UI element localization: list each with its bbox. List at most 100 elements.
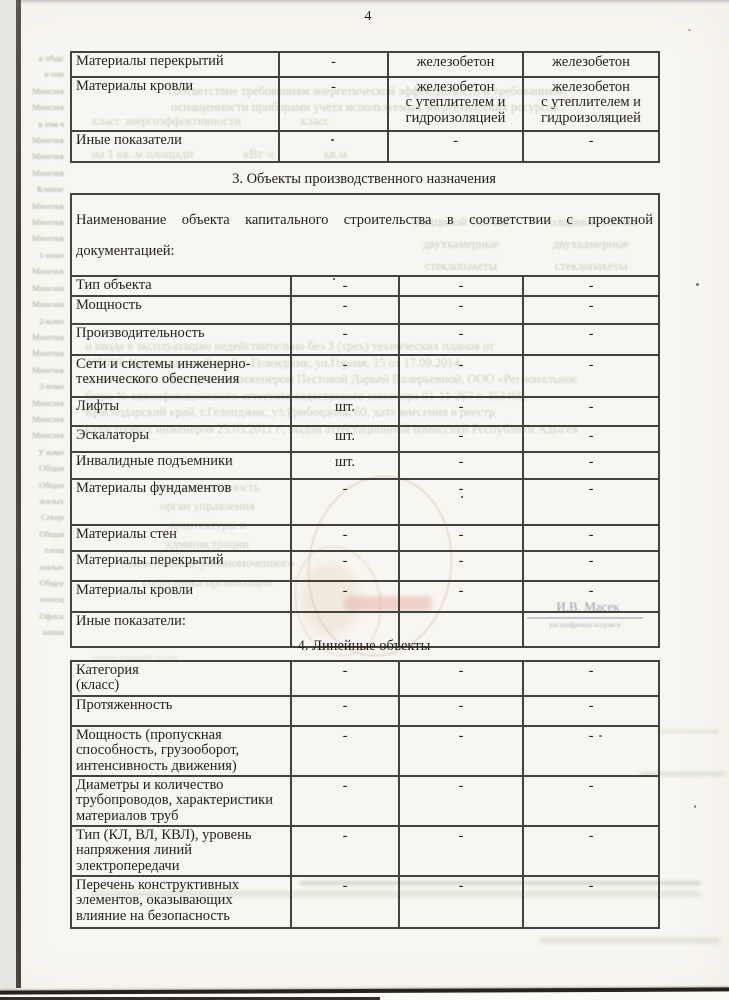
row-label: Мощность (пропускная способность, грузоо… [70,725,292,777]
row-value: - [290,660,400,697]
row-label: Инвалидные подъемники [70,450,292,480]
table-row: Мощность - - - [70,294,660,325]
row-value: - [398,322,524,356]
row-value: - [398,549,524,582]
scan-bottom-edge-2 [0,997,380,1000]
section-4-table: Категория (класс) - - - Протяженность - … [70,660,660,929]
row-label: Мощность [70,294,292,325]
row-value: - [290,523,400,552]
scan-speck [688,29,691,31]
row-label: Иные показатели: [70,610,292,648]
row-value: - [290,579,400,613]
row-value: - [522,875,660,929]
row-value: - [522,775,660,827]
row-label: Лифты [70,395,292,427]
scan-binding-line [16,0,21,988]
table-row: Материалы стен - - - [70,523,660,552]
row-value: - [290,725,400,777]
table-row: Мощность (пропускная способность, грузоо… [70,725,660,777]
row-value: - [278,76,389,132]
scan-bottom-paper [0,992,729,1000]
scan-speck [599,735,602,737]
row-label: Материалы перекрытий [70,51,280,78]
table-row: Материалы перекрытий - - - [70,549,660,582]
row-value: - [522,725,660,777]
row-label: Производительность [70,322,292,356]
row-value: железобетон [522,51,660,78]
row-label: Иные показатели [70,130,280,163]
row-value: - [522,825,660,877]
table-row: Производительность - - - [70,322,660,356]
row-value: - [522,477,660,526]
row-label: Перечень конструктивных элементов, оказы… [70,875,292,929]
row-value: - [522,523,660,552]
section-3-title: 3. Объекты производственного назначения [232,171,496,187]
row-value: - [398,523,524,552]
row-value: шт. [290,424,400,453]
row-label: Материалы перекрытий [70,549,292,582]
row-value: - [290,322,400,356]
row-value: - [290,825,400,877]
table-row: Лифты шт. - - [70,395,660,427]
row-value: - [522,695,660,727]
row-value: - [522,294,660,325]
scan-left-strip [0,0,17,1000]
row-value: - [522,579,660,613]
row-value: - [387,130,524,163]
row-label: Материалы стен [70,523,292,552]
row-value: - [522,274,660,297]
scan-speck [461,496,463,498]
row-value: - [398,660,524,697]
row-value: - [398,775,524,827]
row-value: железобетон с утеплителем и гидроизоляци… [522,76,660,132]
bleedthrough-streak [540,938,720,943]
row-value: - [290,695,400,727]
row-value: шт. [290,395,400,427]
row-value: - [398,424,524,453]
table-row: Наименование объекта капитального строит… [70,193,660,277]
row-value: - [398,353,524,398]
row-value [398,610,524,648]
row-value: - [522,353,660,398]
object-name-line1: Наименование объекта капитального строит… [76,212,653,229]
table-row: Материалы кровли - - - [70,579,660,613]
row-value: - [290,294,400,325]
row-label: Материалы кровли [70,579,292,613]
row-value [278,130,389,163]
row-value: - [522,549,660,582]
table-row: Сети и системы инженерно- технического о… [70,353,660,398]
row-value: - [290,274,400,297]
row-value: железобетон с утеплителем и гидроизоляци… [387,76,524,132]
scan-speck [696,283,699,286]
row-value: - [290,775,400,827]
table-row: Категория (класс) - - - [70,660,660,697]
scan-top-edge [0,0,729,4]
object-name-cell: Наименование объекта капитального строит… [70,193,660,277]
row-value: - [522,395,660,427]
row-value: - [398,395,524,427]
row-value: - [398,274,524,297]
bleedthrough-streak [640,772,725,776]
table-row: Инвалидные подъемники шт. - - [70,450,660,480]
row-value: - [522,130,660,163]
row-value: - [398,725,524,777]
table-row: Перечень конструктивных элементов, оказы… [70,875,660,929]
row-value: - [398,579,524,613]
row-label: Протяженность [70,695,292,727]
row-value: - [398,875,524,929]
row-label: Материалы кровли [70,76,280,132]
materials-continuation-table: Материалы перекрытий - железобетон желез… [70,51,660,163]
table-row: Тип объекта - - - [70,274,660,297]
table-row: Иные показатели - - [70,130,660,163]
row-value [522,610,660,648]
row-label: Материалы фундаментов [70,477,292,526]
bleedthrough-left-margin-text: к общс и том Многокв Многокв в том ч Мно… [31,53,64,638]
row-value: шт. [290,450,400,480]
row-value: - [290,477,400,526]
page-number: 4 [364,9,372,24]
scan-speck [333,278,335,280]
table-row: Материалы фундаментов - - - [70,477,660,526]
table-row: Эскалаторы шт. - - [70,424,660,453]
table-row: Протяженность - - - [70,695,660,727]
